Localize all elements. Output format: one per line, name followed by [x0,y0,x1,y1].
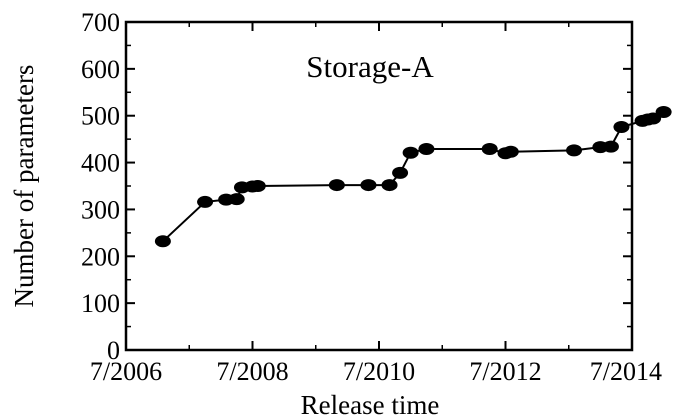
data-point [328,179,345,192]
y-tick-label: 300 [81,195,120,224]
data-point [602,140,619,153]
data-point [402,146,419,159]
x-tick-label: 7/2010 [343,357,415,386]
data-points [154,105,672,248]
data-point [418,142,435,155]
y-axis-title: Number of parameters [9,65,39,308]
data-point [502,145,519,158]
x-tick-label: 7/2012 [469,357,541,386]
data-point [481,142,498,155]
y-tick-label: 600 [81,55,120,84]
chart-title: Storage-A [306,49,434,84]
data-point [197,195,214,208]
x-axis-ticks: 7/2006 7/2008 7/2010 7/2012 7/2014 [90,22,662,386]
series-line [162,111,665,243]
x-axis-title: Release time [301,390,440,418]
y-tick-label: 100 [81,289,120,318]
data-point [613,120,630,133]
data-point [249,180,266,192]
data-point [655,105,672,118]
data-point [228,193,245,206]
x-tick-label: 7/2006 [90,357,162,386]
y-tick-label: 200 [81,242,120,271]
y-axis-ticks: 0 100 200 300 400 500 600 700 [81,8,632,365]
y-tick-label: 0 [107,336,120,365]
data-point [566,144,583,157]
x-tick-label: 7/2008 [216,357,288,386]
y-tick-label: 500 [81,102,120,131]
y-tick-label: 400 [81,149,120,178]
x-tick-label: 7/2014 [590,357,662,386]
data-point [381,179,398,192]
data-point [360,179,377,192]
data-point [154,235,171,248]
data-point [392,166,409,179]
y-tick-label: 700 [81,8,120,37]
data-point [645,112,662,125]
